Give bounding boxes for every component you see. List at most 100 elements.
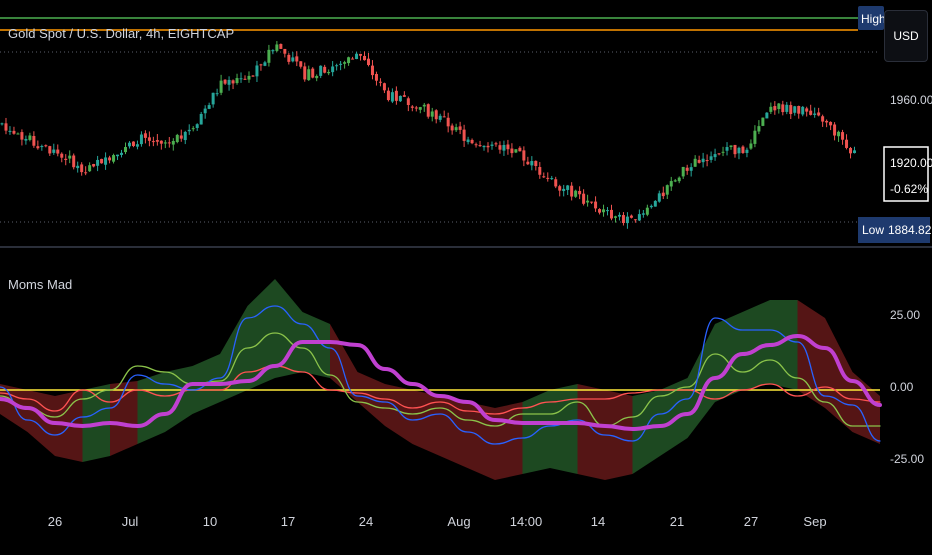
price-candle (765, 112, 769, 119)
price-candle (255, 60, 259, 82)
price-candle (406, 96, 410, 112)
time-axis-label: 26 (48, 514, 62, 529)
price-candle (657, 190, 661, 203)
price-candle (801, 105, 805, 117)
price-candle (669, 176, 673, 191)
price-candle (426, 103, 430, 119)
price-candle (319, 65, 323, 79)
price-candle (845, 134, 849, 150)
price-candle (574, 189, 578, 198)
price-candle (462, 124, 466, 147)
price-candle (72, 153, 76, 170)
price-candle (414, 105, 418, 112)
indicator-axis-tick: 0.00 (890, 380, 914, 394)
price-candle (490, 141, 494, 150)
time-axis-label: 24 (359, 514, 373, 529)
price-candle (167, 137, 171, 148)
indicator-band-segment (577, 384, 605, 480)
price-candle (163, 140, 167, 149)
price-candle (789, 101, 793, 120)
price-candle (510, 143, 514, 158)
price-candle (271, 49, 275, 55)
price-candle (661, 186, 665, 200)
price-candle (40, 144, 44, 151)
indicator-name[interactable]: Moms Mad (8, 277, 72, 292)
price-candle (470, 138, 474, 145)
price-candle (542, 172, 546, 179)
price-candle (100, 158, 104, 164)
price-candle (809, 104, 813, 116)
price-axis[interactable]: 1960.00 High 1920.00 -0.62% Low 1884.82 (858, 6, 932, 243)
price-candle (737, 146, 741, 160)
price-candle (64, 154, 68, 166)
price-candle (745, 147, 749, 158)
price-candle (849, 146, 853, 159)
price-candle (227, 76, 231, 91)
time-axis-label: 14:00 (510, 514, 543, 529)
time-axis-label: 21 (670, 514, 684, 529)
high-badge: High (858, 6, 886, 30)
price-candle (853, 146, 856, 154)
price-candle (116, 154, 120, 160)
price-candle (171, 138, 175, 151)
price-candle (44, 144, 48, 148)
price-candle (68, 150, 72, 164)
price-candle (602, 204, 606, 217)
price-candle (20, 129, 24, 146)
indicator-band-segment (632, 390, 660, 474)
indicator-band-segment (440, 396, 468, 468)
price-candle (175, 133, 179, 144)
currency-button[interactable]: USD (884, 10, 928, 62)
price-candle (339, 61, 343, 71)
price-candle (56, 144, 60, 157)
price-candle (231, 79, 235, 90)
price-candle (729, 145, 733, 150)
price-candle (235, 73, 239, 85)
price-candle (382, 82, 386, 94)
price-candle (370, 60, 374, 80)
price-candle (108, 155, 112, 164)
price-candle (550, 175, 554, 180)
time-axis[interactable]: 26 Jul 10 17 24 Aug 14:00 14 21 27 Sep (48, 514, 827, 529)
price-candle (546, 172, 550, 182)
price-candle (558, 184, 562, 197)
price-candle (454, 123, 458, 132)
price-candle (590, 201, 594, 204)
price-candle (486, 142, 490, 153)
indicator-band-segment (275, 279, 303, 378)
price-candle (123, 142, 127, 155)
price-candle (645, 204, 649, 217)
price-candle (139, 131, 143, 147)
price-candle (701, 152, 705, 168)
price-pane[interactable]: Gold Spot / U.S. Dollar, 4h, EIGHTCAP (0, 17, 880, 229)
price-candle (697, 155, 701, 164)
indicator-axis[interactable]: 25.00 0.00 -25.00 (890, 308, 924, 466)
price-candle (530, 156, 534, 171)
price-candle (299, 61, 303, 69)
indicator-lines (0, 305, 882, 445)
price-candle (4, 117, 8, 135)
price-candle (187, 124, 191, 135)
price-candle (410, 105, 414, 112)
price-candle (398, 95, 402, 103)
last-price-value: 1920.00 (890, 156, 932, 170)
symbol-title[interactable]: Gold Spot / U.S. Dollar, 4h, EIGHTCAP (8, 26, 234, 41)
price-candle (243, 75, 247, 81)
price-candle (191, 126, 195, 132)
indicator-pane[interactable]: Moms Mad (0, 277, 882, 480)
price-candle (741, 145, 745, 154)
price-candle (522, 146, 526, 167)
price-candle (438, 113, 442, 123)
price-candle (120, 149, 124, 158)
price-candle (247, 71, 251, 83)
price-candle (351, 56, 355, 60)
time-axis-label: Aug (447, 514, 470, 529)
price-candle (88, 162, 92, 172)
signal-line (0, 334, 882, 431)
price-candle (534, 160, 538, 171)
indicator-band-segment (385, 384, 413, 444)
price-candle (633, 219, 637, 223)
